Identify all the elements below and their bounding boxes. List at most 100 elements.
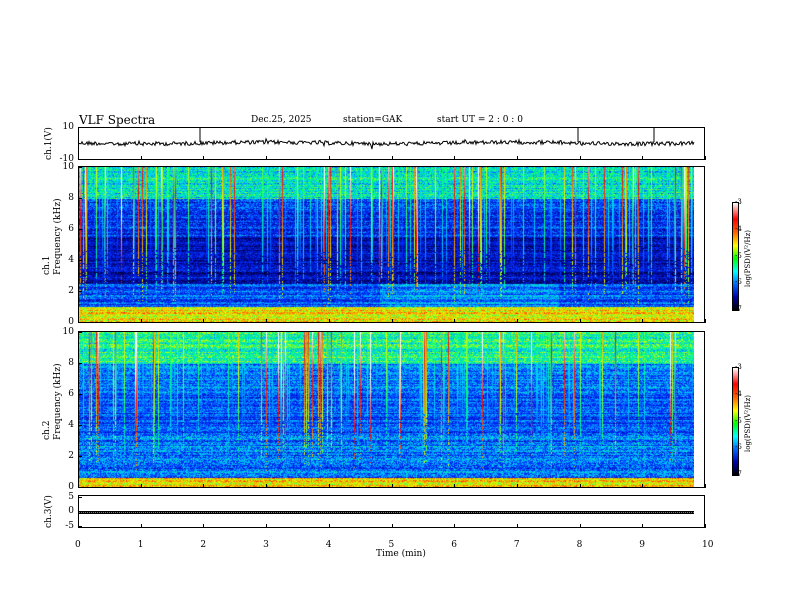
y-tick-label: 4	[68, 420, 74, 430]
y-tick-mark	[78, 229, 82, 230]
y-tick-label: 6	[68, 389, 74, 399]
x-tick-mark	[454, 319, 456, 323]
x-tick-mark	[78, 156, 79, 160]
colorbar-tick-label: -5	[735, 251, 742, 260]
ch2-colorbar	[732, 367, 739, 476]
y-tick-mark	[78, 487, 82, 488]
x-tick-label: 4	[325, 540, 332, 550]
colorbar-tick-label: -4	[735, 224, 742, 233]
x-tick-mark	[516, 319, 518, 323]
x-tick-mark	[391, 484, 393, 488]
x-tick-mark	[642, 319, 644, 323]
x-tick-mark	[328, 156, 330, 160]
x-tick-mark	[78, 319, 79, 323]
x-tick-mark	[266, 156, 268, 160]
x-tick-label: 10	[702, 540, 714, 550]
x-tick-mark	[203, 484, 205, 488]
x-tick-mark	[266, 319, 268, 323]
y-tick-label: 2	[68, 451, 74, 461]
x-tick-mark	[642, 484, 644, 488]
x-tick-label: 8	[576, 540, 583, 550]
y-tick-mark	[78, 260, 82, 261]
date-label: Dec.25, 2025	[251, 115, 312, 125]
ch1-waveform-line	[79, 137, 695, 150]
y-tick-label: 0	[68, 317, 74, 327]
x-tick-mark	[391, 319, 393, 323]
x-tick-mark	[579, 156, 581, 160]
station-label: station=GAK	[343, 115, 403, 125]
colorbar-tick-label: -3	[735, 363, 742, 371]
x-tick-mark	[579, 524, 581, 528]
x-tick-label: 0	[75, 540, 81, 550]
y-tick-mark	[78, 394, 82, 395]
y-tick-label: 0	[68, 506, 74, 516]
x-tick-mark	[579, 319, 581, 323]
y-tick-label: 8	[68, 358, 74, 368]
x-axis-label: Time (min)	[376, 549, 426, 559]
y-tick-mark	[78, 167, 82, 168]
ch1-colorbar	[732, 202, 739, 311]
x-tick-mark	[140, 524, 142, 528]
ch1-spectrogram-panel	[78, 166, 705, 323]
y-tick-mark	[78, 425, 82, 426]
x-tick-mark	[454, 156, 456, 160]
chart-title: VLF Spectra	[79, 113, 156, 127]
x-tick-mark	[705, 524, 706, 528]
ch1-waveform-ylabel: ch.1(V)	[44, 127, 54, 160]
colorbar-tick-label: -6	[735, 278, 742, 287]
y-tick-label: 2	[68, 286, 74, 296]
ch1-waveform-plot	[79, 128, 695, 150]
x-tick-mark	[266, 524, 268, 528]
ch3-waveform-ylabel: ch.3(V)	[44, 495, 54, 528]
ch2-spectrogram-ylabel: ch.2 Frequency (kHz)	[42, 363, 63, 440]
colorbar-tick-label: -7	[735, 470, 742, 478]
x-tick-label: 5	[388, 540, 395, 550]
x-tick-mark	[203, 156, 205, 160]
x-tick-mark	[579, 484, 581, 488]
y-tick-mark	[78, 497, 82, 498]
colorbar-tick-label: -7	[735, 305, 742, 313]
ch2-spectrogram-image	[79, 332, 694, 487]
y-tick-mark	[78, 526, 82, 527]
y-tick-mark	[78, 198, 82, 199]
ch2-colorbar-label: log(PSD)(V²/Hz)	[744, 395, 752, 452]
x-tick-label: 1	[137, 540, 144, 550]
x-tick-label: 2	[200, 540, 207, 550]
y-tick-label: 10	[62, 162, 74, 172]
colorbar-tick-label: -5	[735, 416, 742, 425]
y-tick-label: 6	[68, 224, 74, 234]
x-tick-mark	[140, 484, 142, 488]
x-tick-mark	[328, 484, 330, 488]
x-tick-mark	[705, 484, 706, 488]
x-tick-mark	[203, 524, 205, 528]
y-tick-label: -10	[59, 154, 75, 164]
y-tick-label: 4	[68, 255, 74, 265]
y-tick-label: 5	[68, 492, 74, 502]
ch2-spectrogram-panel	[78, 331, 705, 488]
x-tick-mark	[328, 319, 330, 323]
x-tick-mark	[516, 524, 518, 528]
colorbar-tick-label: -6	[735, 443, 742, 452]
x-tick-mark	[140, 156, 142, 160]
y-tick-mark	[78, 332, 82, 333]
y-tick-mark	[78, 511, 82, 512]
x-tick-mark	[266, 484, 268, 488]
y-tick-mark	[78, 127, 82, 128]
ch1-spectrogram-ylabel: ch.1 Frequency (kHz)	[42, 198, 63, 275]
y-tick-mark	[78, 363, 82, 364]
y-tick-label: 10	[62, 122, 74, 132]
x-tick-label: 6	[451, 540, 457, 550]
ch1-colorbar-label: log(PSD)(V²/Hz)	[744, 230, 752, 287]
x-tick-mark	[391, 156, 393, 160]
x-tick-mark	[328, 524, 330, 528]
x-tick-mark	[391, 524, 393, 528]
x-tick-mark	[203, 319, 205, 323]
y-tick-mark	[78, 291, 82, 292]
x-tick-mark	[516, 484, 518, 488]
y-tick-label: 0	[68, 482, 74, 492]
x-tick-mark	[78, 484, 79, 488]
start-time-label: start UT = 2 : 0 : 0	[437, 115, 523, 125]
y-tick-label: 10	[62, 327, 74, 337]
x-tick-mark	[642, 524, 644, 528]
x-tick-mark	[642, 156, 644, 160]
